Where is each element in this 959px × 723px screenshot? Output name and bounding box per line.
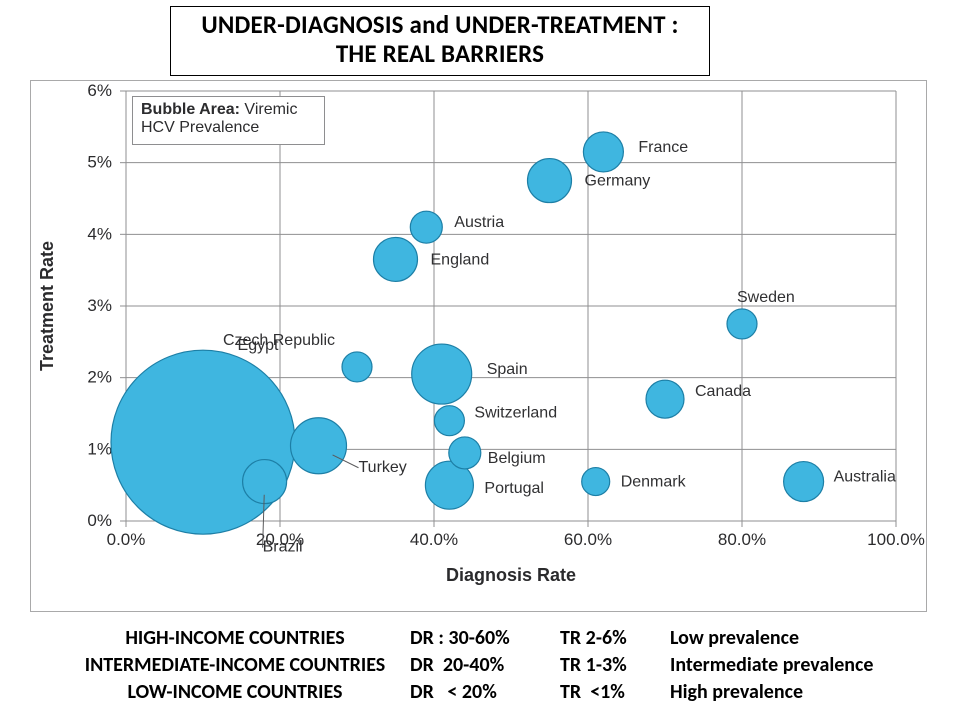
- y-axis-label: Treatment Rate: [37, 241, 57, 371]
- bubble: [449, 437, 481, 469]
- bubble-label: Turkey: [359, 459, 407, 476]
- xtick-label: 100.0%: [867, 530, 925, 549]
- table-row: INTERMEDIATE-INCOME COUNTRIES DR 20-40% …: [60, 652, 920, 679]
- table-row: HIGH-INCOME COUNTRIES DR : 30-60% TR 2-6…: [60, 625, 920, 652]
- ytick-label: 2%: [87, 368, 112, 387]
- row-category: LOW-INCOME COUNTRIES: [60, 679, 410, 706]
- bubble-label: Switzerland: [474, 405, 557, 422]
- row-dr: DR 20-40%: [410, 652, 560, 679]
- title-line-1: UNDER-DIAGNOSIS and UNDER-TREATMENT :: [179, 11, 701, 40]
- table-row: LOW-INCOME COUNTRIES DR < 20% TR <1% Hig…: [60, 679, 920, 706]
- chart-svg: 0%1%2%3%4%5%6%0.0%20.0%40.0%60.0%80.0%10…: [31, 81, 926, 611]
- row-category: HIGH-INCOME COUNTRIES: [60, 625, 410, 652]
- xtick-label: 80.0%: [718, 530, 766, 549]
- bubble: [374, 237, 418, 281]
- bubble-label: Germany: [585, 173, 651, 190]
- title-line-2: THE REAL BARRIERS: [179, 40, 701, 69]
- bubble-chart: 0%1%2%3%4%5%6%0.0%20.0%40.0%60.0%80.0%10…: [30, 80, 927, 612]
- xtick-label: 0.0%: [107, 530, 146, 549]
- legend-line-2: HCV Prevalence: [141, 119, 316, 137]
- legend-line-1-rest: Viremic: [240, 101, 298, 118]
- ytick-label: 6%: [87, 81, 112, 100]
- bubble-label: England: [431, 251, 490, 268]
- bubble: [582, 468, 610, 496]
- xtick-label: 40.0%: [410, 530, 458, 549]
- row-tr: TR 2-6%: [560, 625, 670, 652]
- legend-line-1-bold: Bubble Area:: [141, 101, 240, 118]
- row-tr: TR 1-3%: [560, 652, 670, 679]
- bubble-label: Denmark: [621, 474, 687, 491]
- ytick-label: 0%: [87, 511, 112, 530]
- x-axis-label: Diagnosis Rate: [446, 565, 576, 585]
- bubble: [291, 418, 347, 474]
- chart-legend-box: Bubble Area: Viremic HCV Prevalence: [132, 96, 325, 145]
- row-prev: Intermediate prevalence: [670, 652, 920, 679]
- bubble: [727, 309, 757, 339]
- ytick-label: 4%: [87, 224, 112, 243]
- bubble-label: Austria: [454, 214, 504, 231]
- bubble-label: Spain: [487, 361, 528, 378]
- bubble: [583, 132, 623, 172]
- title-box: UNDER-DIAGNOSIS and UNDER-TREATMENT : TH…: [170, 6, 710, 76]
- row-tr: TR <1%: [560, 679, 670, 706]
- bubble: [784, 462, 824, 502]
- bubble: [342, 352, 372, 382]
- bubble-label: Brazil: [263, 539, 303, 556]
- ytick-label: 1%: [87, 439, 112, 458]
- bubble-label: Sweden: [737, 289, 795, 306]
- bubble-label: Australia: [834, 469, 896, 486]
- bubble-label: Portugal: [484, 480, 544, 497]
- bubble-label: Canada: [695, 383, 751, 400]
- bubble: [528, 159, 572, 203]
- row-category: INTERMEDIATE-INCOME COUNTRIES: [60, 652, 410, 679]
- row-prev: Low prevalence: [670, 625, 920, 652]
- ytick-label: 5%: [87, 153, 112, 172]
- bubble-label: Belgium: [488, 450, 546, 467]
- row-dr: DR : 30-60%: [410, 625, 560, 652]
- bubble: [434, 406, 464, 436]
- bubble: [111, 350, 295, 534]
- bubble: [412, 344, 472, 404]
- legend-line-1: Bubble Area: Viremic: [141, 101, 316, 119]
- bubble: [410, 211, 442, 243]
- xtick-label: 60.0%: [564, 530, 612, 549]
- row-prev: High prevalence: [670, 679, 920, 706]
- bubble-label: France: [638, 139, 688, 156]
- bubble-label: Czech Republic: [223, 332, 335, 349]
- ytick-label: 3%: [87, 296, 112, 315]
- row-dr: DR < 20%: [410, 679, 560, 706]
- summary-table: HIGH-INCOME COUNTRIES DR : 30-60% TR 2-6…: [60, 625, 920, 706]
- bubble: [646, 380, 684, 418]
